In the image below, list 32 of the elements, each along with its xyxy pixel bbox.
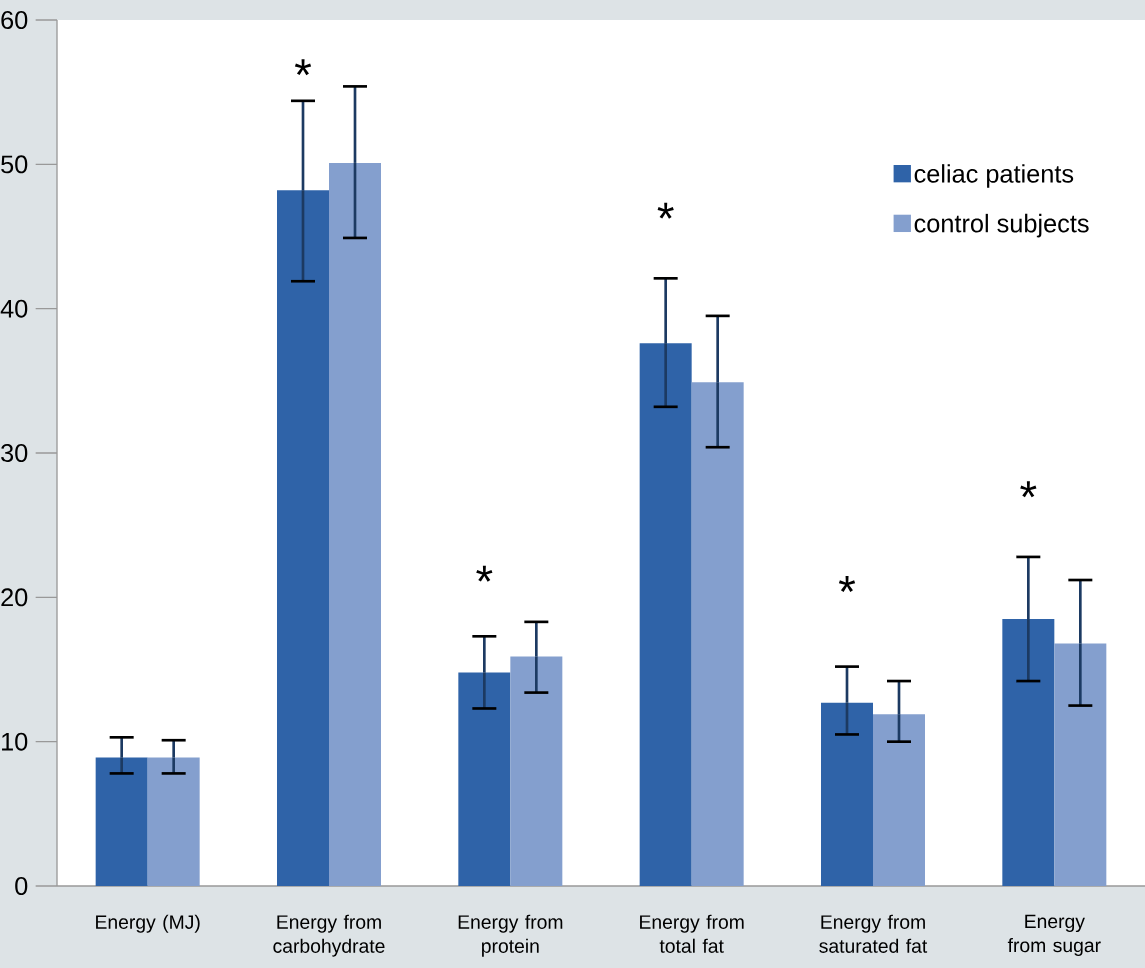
x-tick-label: Energy from sugar xyxy=(1007,914,1101,957)
x-tick-label: Energy from protein xyxy=(458,914,563,957)
annotation: * xyxy=(294,59,312,76)
x-tick-label: Energy from total fat xyxy=(640,914,744,953)
bar xyxy=(873,714,925,886)
x-tick-label: Energy from carbohydrate xyxy=(273,914,385,957)
bar xyxy=(277,190,329,886)
y-tick-label: 20 xyxy=(1,588,28,607)
bar xyxy=(329,162,381,886)
y-tick-label: 30 xyxy=(1,444,28,462)
bar xyxy=(95,757,148,886)
y-tick-label: 50 xyxy=(1,155,28,174)
bar xyxy=(821,702,873,886)
bar xyxy=(1054,643,1107,886)
bar xyxy=(639,343,692,886)
legend-label: control subjects xyxy=(914,213,1089,238)
bar xyxy=(147,757,200,886)
y-tick-label: 40 xyxy=(0,299,28,318)
legend-label: celiac patients xyxy=(914,164,1074,188)
bar xyxy=(510,656,563,886)
y-tick-label: 60 xyxy=(1,11,28,29)
bar xyxy=(458,672,511,886)
y-tick-label: 10 xyxy=(2,732,28,751)
y-tick-label: 0 xyxy=(15,877,28,895)
annotation: * xyxy=(476,565,493,582)
annotation: * xyxy=(1020,481,1037,498)
annotation: * xyxy=(657,202,674,219)
x-tick-label: Energy (MJ) xyxy=(96,914,200,933)
x-tick-label: Energy from saturated fat xyxy=(819,914,928,953)
bar xyxy=(1002,618,1055,886)
bar xyxy=(691,382,744,886)
annotation: * xyxy=(838,576,856,592)
